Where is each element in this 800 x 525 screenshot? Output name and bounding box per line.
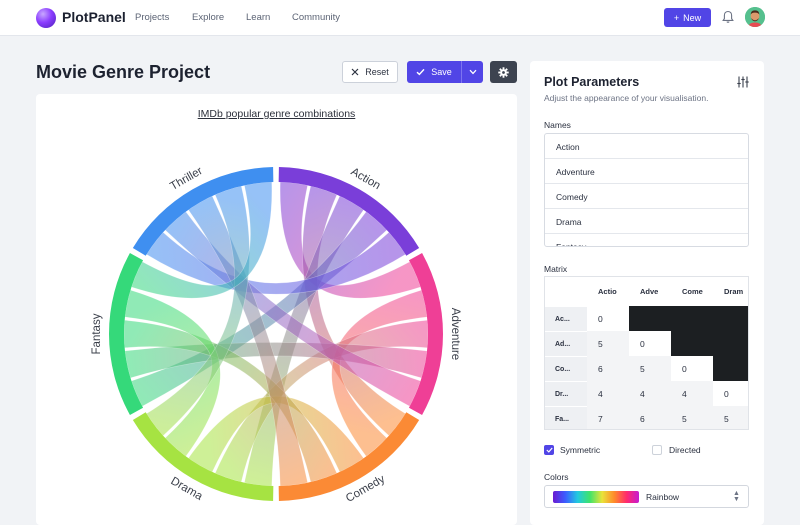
- matrix-row-header: Fa...: [545, 406, 587, 429]
- chord-ribbon-adventure-thriller[interactable]: [164, 211, 421, 407]
- params-title: Plot Parameters: [544, 75, 640, 89]
- matrix-cell[interactable]: 0: [587, 306, 629, 331]
- logo-icon[interactable]: [36, 8, 56, 28]
- check-icon: [545, 447, 553, 453]
- nav-learn[interactable]: Learn: [246, 12, 271, 23]
- close-icon: [351, 68, 359, 76]
- matrix-col-header: Dram: [724, 287, 744, 296]
- rainbow-swatch: [553, 491, 639, 503]
- matrix-col-header: Adve: [640, 287, 659, 296]
- matrix-row-header: Co...: [545, 356, 587, 381]
- matrix-cell[interactable]: 5: [629, 356, 671, 381]
- matrix-label: Matrix: [544, 264, 568, 274]
- nav-projects[interactable]: Projects: [135, 12, 170, 23]
- chord-diagram: ActionAdventureComedyDramaFantasyThrille…: [91, 165, 461, 505]
- matrix-col-header: Actio: [598, 287, 617, 296]
- save-button[interactable]: Save: [407, 61, 461, 83]
- colors-select[interactable]: Rainbow ▲ ▼: [544, 485, 749, 508]
- chord-arc-adventure[interactable]: [408, 253, 444, 415]
- top-nav: PlotPanel Projects Explore Learn Communi…: [0, 0, 800, 36]
- chord-arc-action[interactable]: [278, 167, 420, 256]
- reset-button[interactable]: Reset: [342, 61, 398, 83]
- matrix-col-header: Come: [682, 287, 703, 296]
- page-title: Movie Genre Project: [36, 62, 211, 82]
- matrix-cell[interactable]: 5: [587, 331, 629, 356]
- chevron-down-icon: [469, 69, 476, 75]
- avatar[interactable]: [745, 7, 765, 27]
- matrix-row-header: Ac...: [545, 306, 587, 331]
- matrix-masked-cells: [629, 306, 748, 331]
- matrix-cell[interactable]: 4: [671, 381, 713, 406]
- matrix-cell[interactable]: 7: [587, 406, 629, 429]
- names-label: Names: [544, 120, 571, 130]
- name-item-comedy[interactable]: Comedy: [545, 184, 748, 209]
- sliders-icon[interactable]: [736, 75, 750, 89]
- matrix-row-header: Dr...: [545, 381, 587, 406]
- save-button-label: Save: [431, 67, 452, 77]
- chord-label-fantasy: Fantasy: [91, 313, 103, 354]
- params-subtitle: Adjust the appearance of your visualisat…: [544, 93, 709, 103]
- plus-icon: +: [673, 12, 680, 23]
- symmetric-checkbox[interactable]: [544, 445, 554, 455]
- name-item-action[interactable]: Action: [545, 134, 748, 159]
- chart-card: IMDb popular genre combinations Action Ad…: [36, 94, 517, 525]
- matrix-cell[interactable]: 4: [629, 381, 671, 406]
- updown-chevron-icon: ▲ ▼: [733, 490, 740, 503]
- matrix-cell[interactable]: 5: [671, 406, 713, 429]
- colors-value: Rainbow: [646, 492, 680, 502]
- matrix-masked-cells: [671, 331, 748, 356]
- new-button[interactable]: + New: [664, 8, 711, 27]
- check-icon: [416, 68, 425, 76]
- matrix-masked-cells: [713, 356, 748, 381]
- matrix-cell[interactable]: 0: [713, 381, 748, 406]
- matrix-cell[interactable]: 5: [713, 406, 748, 429]
- names-list[interactable]: Action Adventure Comedy Drama Fantasy: [544, 133, 749, 247]
- colors-label: Colors: [544, 472, 569, 482]
- settings-button[interactable]: [490, 61, 517, 83]
- matrix-cell[interactable]: 6: [629, 406, 671, 429]
- directed-checkbox[interactable]: [652, 445, 662, 455]
- directed-label: Directed: [669, 445, 701, 455]
- chord-label-adventure: Adventure: [449, 308, 461, 360]
- matrix-cell[interactable]: 6: [587, 356, 629, 381]
- chord-arc-comedy[interactable]: [278, 412, 420, 501]
- nav-community[interactable]: Community: [292, 12, 341, 23]
- plot-parameters-panel: Plot Parameters Adjust the appearance of…: [530, 61, 764, 525]
- save-options-button[interactable]: [461, 61, 483, 83]
- name-item-fantasy[interactable]: Fantasy: [545, 234, 748, 246]
- reset-button-label: Reset: [365, 67, 389, 77]
- nav-explore[interactable]: Explore: [192, 12, 225, 23]
- matrix-cell[interactable]: 0: [671, 356, 713, 381]
- symmetric-label: Symmetric: [560, 445, 601, 455]
- chord-arc-drama[interactable]: [132, 412, 274, 501]
- chord-ribbon-action-thriller[interactable]: [146, 231, 406, 295]
- bell-icon[interactable]: [720, 9, 736, 25]
- matrix-cell[interactable]: 0: [629, 331, 671, 356]
- name-item-drama[interactable]: Drama: [545, 209, 748, 234]
- chart-title: IMDb popular genre combinations: [197, 108, 356, 120]
- matrix-row-header: Ad...: [545, 331, 587, 356]
- gear-icon: [498, 66, 509, 78]
- matrix-table: Actio Adve Come Dram Ac... 0 Ad... 5 0 Co... 6…: [544, 276, 749, 430]
- chord-ribbon-adventure-comedy[interactable]: [331, 289, 428, 457]
- matrix-cell[interactable]: 4: [587, 381, 629, 406]
- brand-name[interactable]: PlotPanel: [62, 9, 126, 25]
- new-button-label: New: [683, 12, 702, 23]
- chord-ribbon-drama-thriller[interactable]: [146, 185, 250, 437]
- chord-arc-thriller[interactable]: [132, 167, 274, 256]
- chord-arc-fantasy[interactable]: [109, 253, 144, 415]
- name-item-adventure[interactable]: Adventure: [545, 159, 748, 184]
